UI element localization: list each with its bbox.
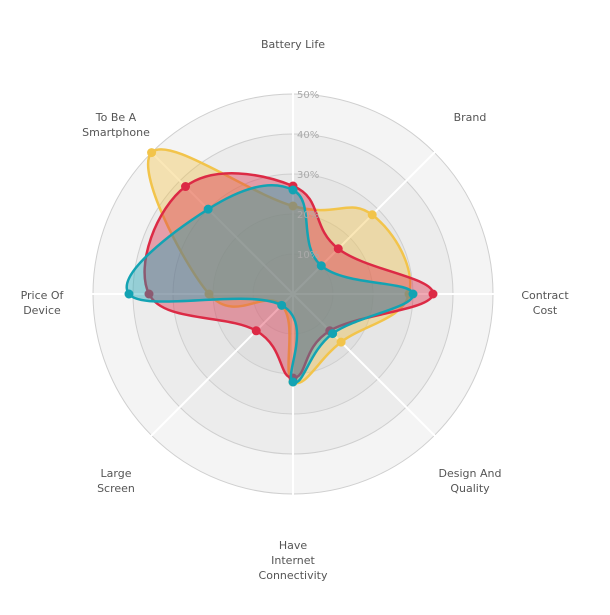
axis-label: Battery Life — [261, 38, 325, 51]
axis-label: To Be A Smartphone — [82, 111, 150, 139]
axis-line — [140, 293, 294, 447]
data-point — [333, 244, 343, 254]
data-point — [328, 329, 338, 339]
axis-label: Have Internet Connectivity — [259, 539, 328, 582]
axis-label: Contract Cost — [521, 289, 569, 317]
data-point — [428, 289, 438, 299]
data-point — [277, 300, 287, 310]
data-point — [367, 210, 377, 220]
axis-line — [140, 141, 294, 295]
data-point — [408, 289, 418, 299]
series-area-2 — [125, 183, 415, 384]
axis-label: Large Screen — [97, 467, 135, 495]
tick-label: 30% — [297, 170, 319, 181]
tick-label: 20% — [297, 210, 319, 221]
data-point — [147, 148, 157, 158]
data-point — [203, 204, 213, 214]
data-point — [251, 326, 261, 336]
data-point — [336, 337, 346, 347]
data-point — [124, 289, 134, 299]
data-point — [316, 261, 326, 271]
data-point — [144, 289, 154, 299]
tick-label: 40% — [297, 130, 319, 141]
data-point — [288, 185, 298, 195]
axis-line — [292, 293, 446, 447]
data-point — [288, 377, 298, 387]
tick-label: 50% — [297, 90, 319, 101]
tick-label: 10% — [297, 250, 319, 261]
axis-label: Design And Quality — [439, 467, 502, 495]
data-point — [181, 182, 191, 192]
axis-label: Brand — [454, 111, 487, 124]
axis-label: Price Of Device — [21, 289, 65, 317]
data-point — [204, 289, 214, 299]
data-point — [288, 201, 298, 211]
